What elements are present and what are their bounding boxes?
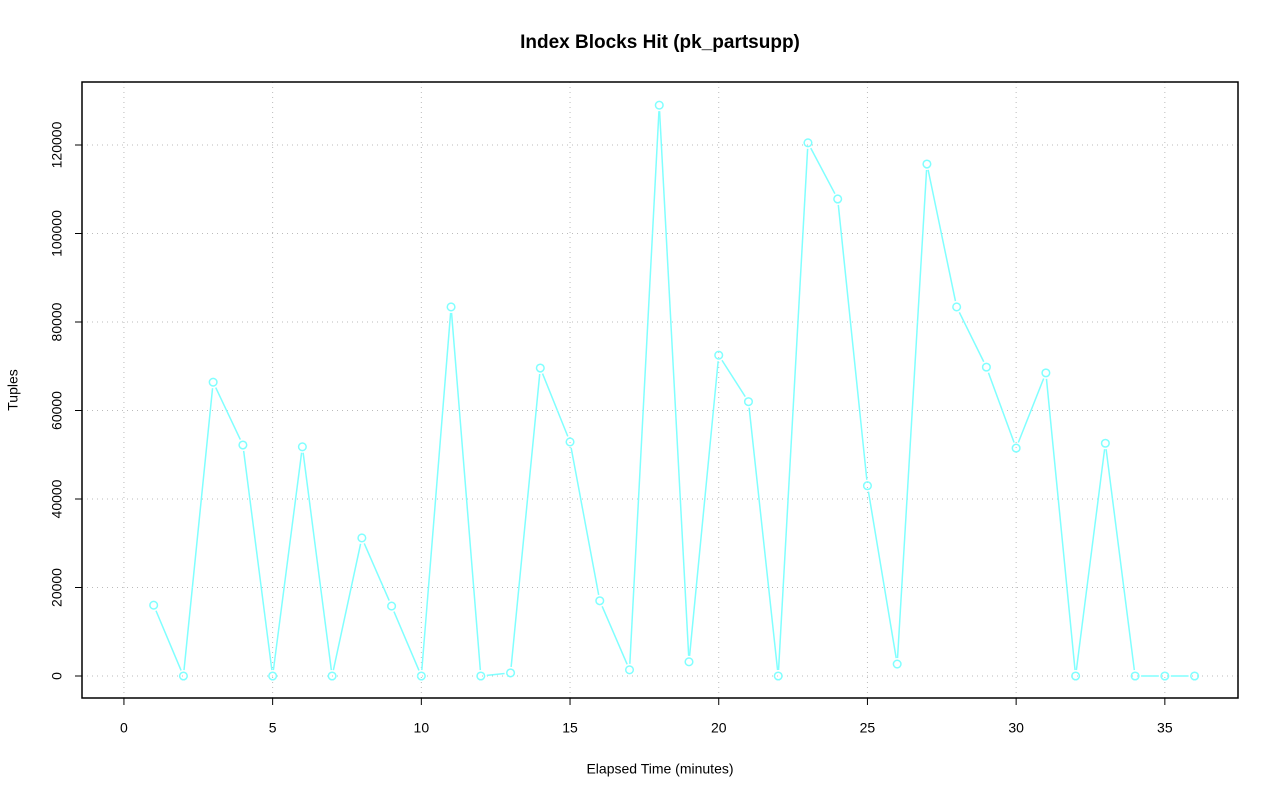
- point: [1100, 438, 1110, 448]
- line-segment: [601, 605, 628, 665]
- line-segment: [927, 169, 957, 302]
- point: [803, 138, 813, 148]
- point: [1071, 671, 1081, 681]
- y-tick-label: 20000: [49, 568, 65, 607]
- line-segment: [1075, 449, 1106, 671]
- line-segment: [272, 452, 303, 671]
- y-tick-label: 60000: [49, 391, 65, 430]
- line-segment: [837, 204, 868, 480]
- point: [238, 440, 248, 450]
- point: [327, 671, 337, 681]
- line-segment: [486, 672, 505, 677]
- point: [178, 671, 188, 681]
- line-segment: [958, 312, 985, 363]
- point: [208, 377, 218, 387]
- line-segment: [721, 359, 746, 397]
- line-segment: [510, 373, 541, 668]
- point: [357, 533, 367, 543]
- plot-frame: [81, 81, 1239, 699]
- line-segment: [450, 312, 482, 671]
- point: [565, 437, 575, 447]
- point: [535, 363, 545, 373]
- line-segment: [242, 450, 273, 671]
- line-segment: [1017, 378, 1045, 443]
- line-segment: [777, 148, 809, 671]
- line-segment: [629, 111, 660, 664]
- x-tick-label: 25: [860, 720, 876, 736]
- line-segment: [658, 111, 690, 656]
- point: [981, 362, 991, 372]
- point: [387, 601, 397, 611]
- point: [624, 665, 635, 675]
- x-tick-label: 10: [414, 720, 430, 736]
- line-segment: [363, 543, 390, 601]
- x-tick-label: 35: [1157, 720, 1173, 736]
- y-tick-label: 120000: [49, 121, 65, 168]
- point: [684, 657, 694, 667]
- y-tick-label: 40000: [49, 479, 65, 518]
- line-segment: [570, 447, 600, 596]
- point: [446, 302, 456, 312]
- line-segment: [1045, 378, 1076, 671]
- x-tick-label: 0: [120, 720, 128, 736]
- line-segment: [183, 388, 214, 671]
- line-segment: [688, 361, 719, 656]
- x-tick-label: 15: [562, 720, 578, 736]
- x-tick-label: 5: [269, 720, 277, 736]
- point: [1011, 443, 1021, 453]
- point: [1130, 671, 1140, 681]
- line-segment: [867, 491, 897, 659]
- point: [714, 350, 724, 360]
- point: [833, 194, 843, 204]
- point: [1190, 671, 1200, 681]
- point: [268, 671, 278, 681]
- line-segment: [896, 169, 928, 659]
- point: [862, 481, 872, 491]
- chart-title: Index Blocks Hit (pk_partsupp): [520, 32, 800, 53]
- point: [892, 659, 902, 669]
- line-segment: [421, 312, 452, 671]
- point: [297, 442, 307, 452]
- y-tick-label: 100000: [49, 210, 65, 257]
- line-segment: [987, 372, 1015, 443]
- line-segment: [302, 452, 333, 671]
- line-segment: [393, 611, 420, 671]
- point: [476, 671, 486, 681]
- point: [922, 159, 932, 169]
- point: [952, 302, 962, 312]
- line-segment: [541, 373, 569, 437]
- point: [416, 671, 426, 681]
- line-segment: [215, 387, 242, 440]
- point: [743, 397, 754, 407]
- point: [1160, 671, 1170, 681]
- line-segment: [332, 543, 362, 671]
- point: [149, 600, 159, 610]
- point: [506, 668, 516, 678]
- y-tick-label: 80000: [49, 302, 65, 341]
- line-segment: [748, 407, 779, 671]
- point: [595, 596, 605, 606]
- point: [654, 100, 664, 110]
- line-segment: [155, 610, 182, 671]
- line-segment: [810, 147, 836, 195]
- y-tick-label: 0: [49, 672, 65, 680]
- y-axis-label: Tuples: [5, 369, 21, 411]
- point: [773, 671, 783, 681]
- line-segment: [1105, 449, 1136, 671]
- point: [1041, 368, 1051, 378]
- x-tick-label: 30: [1008, 720, 1024, 736]
- x-tick-label: 20: [711, 720, 727, 736]
- x-axis-label: Elapsed Time (minutes): [586, 761, 733, 777]
